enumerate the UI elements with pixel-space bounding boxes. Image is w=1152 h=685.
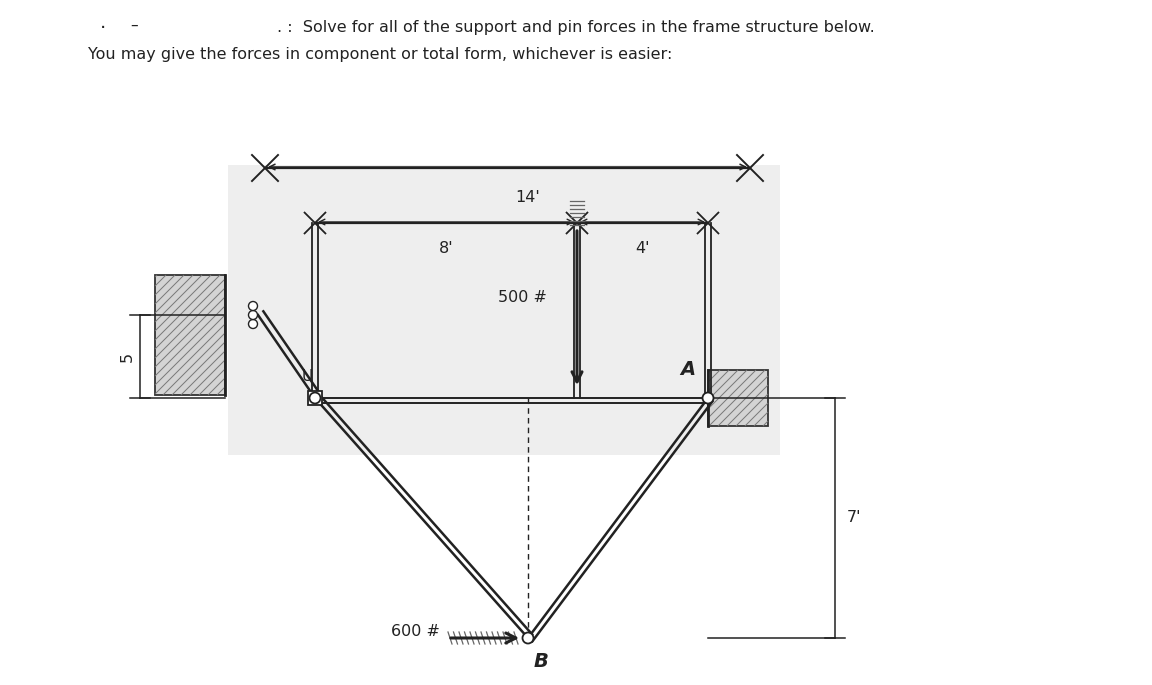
Text: –: – — [130, 18, 137, 33]
Circle shape — [249, 301, 258, 310]
Bar — [156, 275, 225, 395]
Circle shape — [249, 319, 258, 329]
Circle shape — [249, 310, 258, 319]
Circle shape — [310, 393, 320, 403]
Text: 7': 7' — [847, 510, 862, 525]
Text: B: B — [535, 652, 548, 671]
Text: . :  Solve for all of the support and pin forces in the frame structure below.: . : Solve for all of the support and pin… — [278, 20, 874, 35]
Bar — [308, 391, 323, 405]
Text: 8': 8' — [439, 241, 454, 256]
Circle shape — [703, 393, 713, 403]
Bar — [708, 370, 768, 426]
FancyBboxPatch shape — [228, 165, 780, 455]
Text: U: U — [302, 369, 312, 384]
Text: .: . — [100, 13, 106, 32]
Text: 600 #: 600 # — [392, 625, 440, 640]
Text: 500 #: 500 # — [498, 290, 547, 306]
Text: 5: 5 — [120, 351, 135, 362]
Text: A: A — [680, 360, 695, 379]
Circle shape — [523, 632, 533, 643]
Text: You may give the forces in component or total form, whichever is easier:: You may give the forces in component or … — [88, 47, 672, 62]
Text: 4': 4' — [635, 241, 650, 256]
Text: 14': 14' — [515, 190, 540, 205]
